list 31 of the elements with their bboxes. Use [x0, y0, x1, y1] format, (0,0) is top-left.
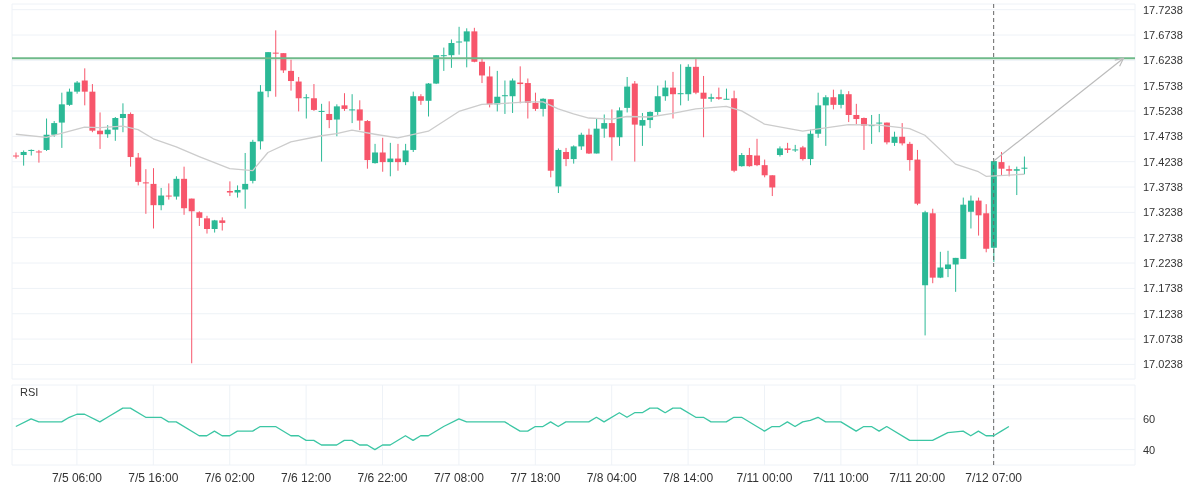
x-tick-label: 7/6 02:00: [204, 470, 256, 485]
y-tick-label: 17.0738: [1143, 332, 1183, 345]
y-tick-label: 40: [1143, 443, 1156, 456]
y-tick-label: 17.5738: [1143, 79, 1183, 92]
x-tick-label: 7/5 06:00: [51, 470, 103, 485]
x-tick-label: 7/11 20:00: [889, 470, 946, 485]
y-tick-label: 17.2738: [1143, 231, 1183, 244]
y-tick-label: 17.1238: [1143, 307, 1183, 320]
chart-title: RSI: [20, 386, 39, 398]
x-tick-label: 7/8 04:00: [586, 470, 638, 485]
x-tick-label: 7/11 10:00: [812, 470, 870, 485]
x-tick-label: 7/7 18:00: [510, 470, 561, 485]
x-tick-label: 7/11 00:00: [736, 470, 793, 485]
y-tick-label: 17.6738: [1143, 28, 1183, 41]
y-tick-label: 17.5238: [1143, 104, 1183, 117]
x-tick-label: 7/6 12:00: [281, 470, 332, 485]
y-tick-label: 17.3738: [1143, 180, 1183, 193]
y-tick-label: 17.6238: [1143, 54, 1183, 67]
y-tick-label: 17.4738: [1143, 130, 1183, 143]
x-tick-label: 7/5 16:00: [128, 470, 179, 485]
y-tick-label: 60: [1143, 412, 1156, 425]
y-tick-label: 17.0238: [1143, 358, 1183, 371]
x-tick-label: 7/8 14:00: [663, 470, 714, 485]
x-tick-label: 7/6 22:00: [357, 470, 408, 485]
y-tick-label: 17.7238: [1143, 3, 1183, 16]
y-tick-label: 17.3238: [1143, 206, 1183, 219]
y-tick-label: 17.2238: [1143, 256, 1183, 269]
x-tick-label: 7/7 08:00: [433, 470, 485, 485]
y-tick-label: 17.4238: [1143, 155, 1183, 168]
x-tick-label: 7/12 07:00: [965, 470, 1023, 485]
y-tick-label: 17.1738: [1143, 282, 1183, 295]
